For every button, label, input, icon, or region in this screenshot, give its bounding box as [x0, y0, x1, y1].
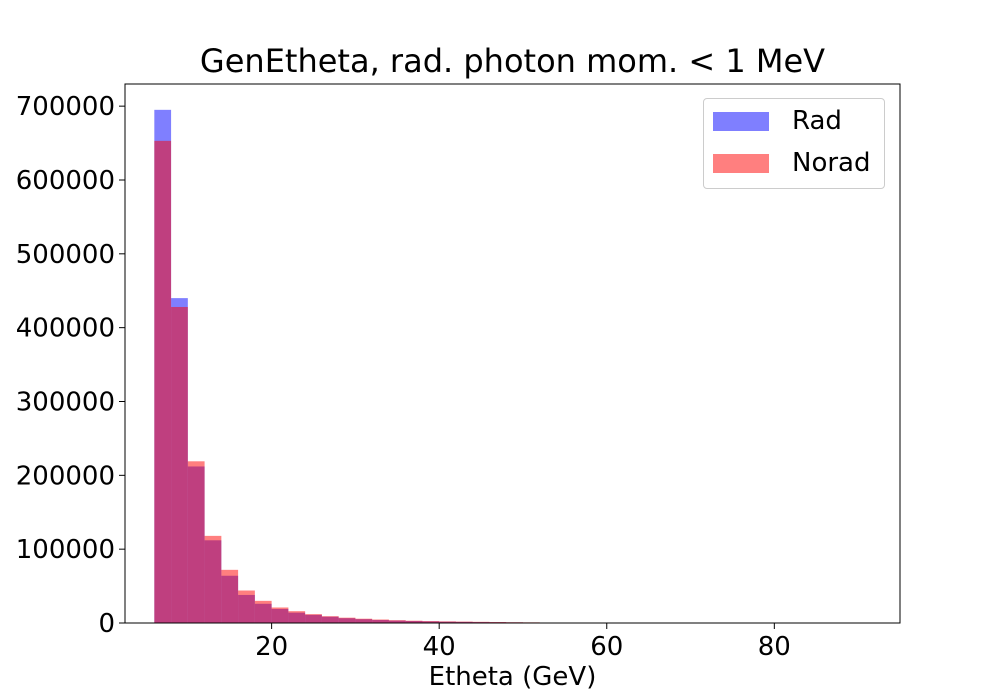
x-tick-label: 40: [423, 632, 456, 662]
x-axis-ticks: 20 40 60 80: [255, 623, 791, 662]
bar-norad-11: [338, 617, 356, 623]
y-tick-label: 100000: [16, 535, 115, 565]
bar-norad-4: [221, 569, 239, 623]
legend: Rad Norad: [703, 98, 885, 189]
chart-title: GenEtheta, rad. photon mom. < 1 MeV: [199, 42, 826, 80]
x-tick-label: 20: [255, 632, 288, 662]
bars-layer: [154, 109, 540, 623]
bar-norad-3: [204, 535, 222, 623]
y-axis-ticks: 0 100000 200000 300000 400000 500000 600000 700…: [16, 92, 125, 639]
bar-norad-8: [288, 611, 306, 623]
bar-norad-6: [254, 600, 272, 623]
x-tick-label: 80: [758, 632, 791, 662]
legend-swatch-norad: [713, 153, 769, 173]
y-tick-label: 200000: [16, 461, 115, 491]
bar-norad-9: [305, 614, 322, 623]
bar-norad-13: [372, 619, 389, 623]
bar-norad-16: [422, 621, 440, 623]
y-tick-label: 300000: [16, 387, 115, 417]
legend-item-rad: Rad: [713, 106, 842, 136]
bar-norad-5: [238, 590, 255, 623]
y-tick-label: 600000: [16, 166, 115, 196]
bar-norad-14: [388, 620, 406, 623]
bar-norad-0: [154, 140, 172, 623]
legend-label-norad: Norad: [792, 148, 871, 178]
bar-norad-18: [455, 621, 473, 623]
y-tick-label: 500000: [16, 240, 115, 270]
bar-norad-2: [187, 461, 205, 623]
bar-norad-10: [321, 616, 339, 623]
bar-norad-17: [439, 621, 456, 623]
bar-norad-7: [271, 607, 289, 623]
bar-norad-19: [472, 621, 490, 623]
y-tick-label: 700000: [16, 92, 115, 122]
legend-swatch-rad: [713, 111, 769, 131]
bar-norad-12: [355, 618, 373, 623]
bar-norad-15: [405, 620, 423, 623]
bar-norad-1: [171, 306, 188, 623]
axes-frame: [124, 83, 901, 624]
y-tick-label: 400000: [16, 314, 115, 344]
x-axis-label: Etheta (GeV): [428, 662, 597, 692]
legend-item-norad: Norad: [713, 148, 870, 178]
legend-label-rad: Rad: [792, 106, 842, 136]
x-tick-label: 60: [590, 632, 623, 662]
y-tick-label: 0: [98, 609, 115, 639]
